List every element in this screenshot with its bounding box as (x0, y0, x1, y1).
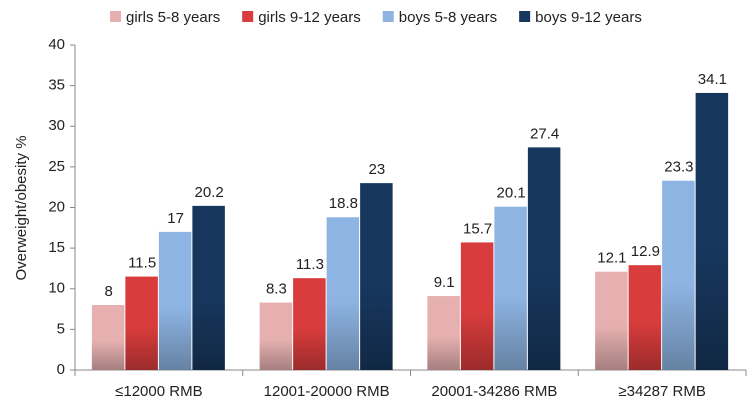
value-label: 23 (369, 161, 386, 178)
y-tick-label: 5 (57, 320, 65, 337)
y-tick-label: 20 (48, 198, 65, 215)
y-tick-label: 35 (48, 77, 65, 94)
value-label: 20.1 (497, 185, 526, 202)
x-tick-label: 20001-34286 RMB (431, 383, 557, 400)
value-label: 34.1 (698, 71, 727, 88)
value-label: 8.3 (266, 281, 287, 298)
y-axis-label: Overweight/obesity % (13, 135, 30, 280)
y-tick-label: 15 (48, 239, 65, 256)
bar (259, 302, 293, 370)
bar (527, 147, 561, 370)
bar (628, 265, 662, 370)
value-label: 12.1 (597, 250, 626, 267)
value-label: 17 (167, 210, 184, 227)
legend-swatch (242, 11, 254, 22)
value-label: 23.3 (664, 159, 693, 176)
bar (695, 92, 729, 370)
bar (662, 180, 695, 370)
value-label: 12.9 (631, 243, 660, 260)
x-tick-label: ≥34287 RMB (618, 383, 705, 400)
value-label: 18.8 (329, 195, 358, 212)
y-tick-label: 10 (48, 280, 65, 297)
legend-label: girls 9-12 years (258, 9, 361, 26)
value-label: 8 (104, 283, 112, 300)
bar (326, 217, 360, 370)
value-label: 11.3 (296, 256, 324, 273)
bar (427, 296, 460, 370)
bar (460, 242, 494, 370)
legend-swatch (382, 11, 394, 22)
x-tick-label: 12001-20000 RMB (264, 383, 390, 400)
bar (192, 205, 225, 370)
value-label: 20.2 (195, 184, 224, 201)
value-label: 15.7 (463, 220, 492, 237)
bar (91, 305, 125, 370)
legend-label: boys 5-8 years (399, 9, 497, 26)
bar (360, 183, 393, 370)
x-tick-label: ≤12000 RMB (115, 383, 202, 400)
value-label: 27.4 (530, 125, 559, 142)
y-tick-label: 40 (48, 36, 65, 53)
bar (595, 271, 628, 370)
bar (125, 276, 158, 370)
bar (158, 231, 192, 370)
legend-swatch (110, 11, 121, 22)
bar (293, 278, 326, 370)
legend-swatch (519, 11, 531, 22)
bar (494, 206, 527, 370)
value-label: 9.1 (434, 274, 455, 291)
y-tick-label: 30 (48, 117, 65, 134)
value-label: 11.5 (128, 255, 156, 272)
y-tick-label: 0 (57, 361, 65, 378)
legend-label: boys 9-12 years (535, 9, 642, 26)
y-tick-label: 25 (48, 158, 65, 175)
legend-label: girls 5-8 years (126, 9, 220, 26)
